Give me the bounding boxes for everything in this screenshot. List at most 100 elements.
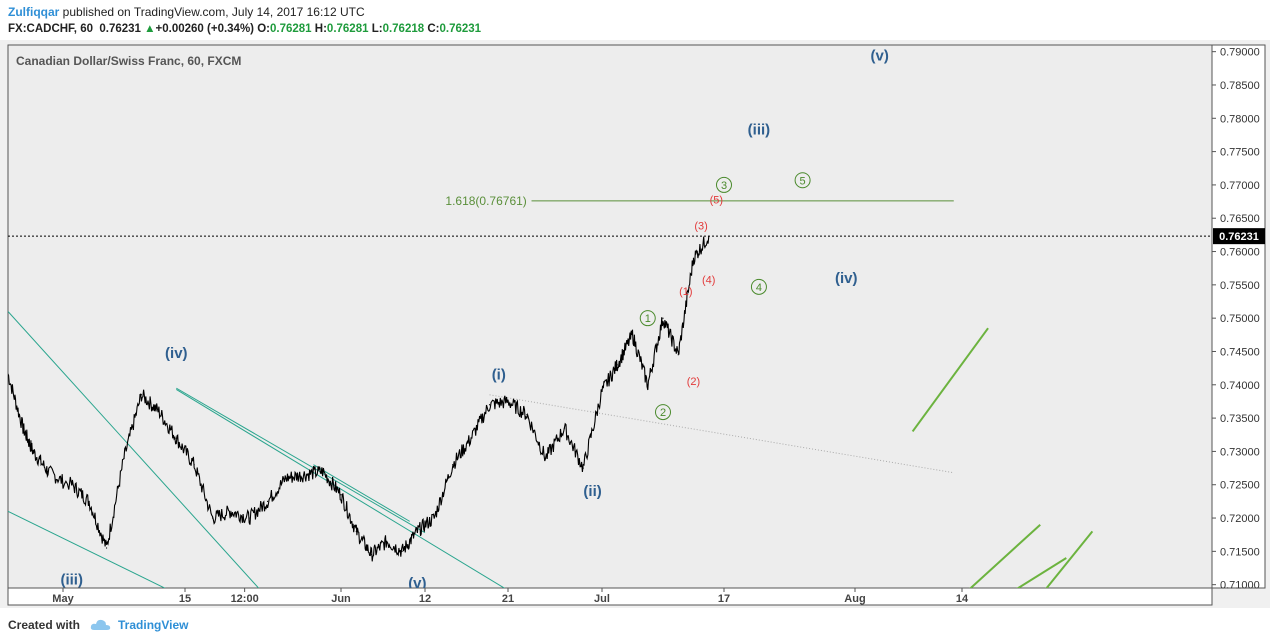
x-tick-label: Jul	[594, 593, 610, 605]
open-label: O:	[257, 23, 270, 35]
wave-circle-green	[794, 172, 811, 189]
data-point	[708, 235, 710, 237]
y-tick-label: 0.76000	[1220, 247, 1260, 259]
trend-line	[8, 311, 260, 588]
data-point	[47, 470, 49, 473]
wave-circle-green	[639, 310, 656, 327]
data-point	[248, 517, 250, 519]
trend-line	[313, 464, 410, 522]
data-point	[355, 530, 357, 532]
data-point	[631, 334, 634, 336]
high-value: 0.76281	[326, 23, 369, 35]
wave-circle-green	[716, 176, 732, 193]
data-point	[526, 414, 528, 416]
wave-label-green: 3	[721, 180, 727, 192]
projection-channel-line	[1045, 530, 1094, 588]
chart-title: Canadian Dollar/Swiss Franc, 60, FXCM	[16, 54, 241, 68]
y-tick-label: 0.71500	[1220, 546, 1260, 558]
wave-label-red: (5)	[710, 195, 723, 207]
wave-label-blue: (v)	[871, 47, 889, 64]
wave-label-blue: (iii)	[748, 121, 771, 138]
wave-label-green: 4	[756, 282, 762, 294]
y-tick-label: 0.72000	[1220, 513, 1260, 525]
data-point	[211, 517, 214, 519]
projection-channel-line	[1016, 557, 1067, 588]
chart-header: Zulfiqqar published on TradingView.com, …	[8, 4, 481, 38]
data-point	[193, 464, 195, 466]
data-point	[433, 517, 435, 519]
data-point	[71, 484, 73, 486]
y-tick-label: 0.79000	[1220, 47, 1260, 59]
price-chart[interactable]: Canadian Dollar/Swiss Franc, 60, FXCM 0.7…	[0, 40, 1270, 608]
tradingview-cloud-icon	[90, 619, 111, 630]
x-tick-label: May	[52, 593, 74, 605]
data-point	[140, 394, 143, 396]
plot-layer: 1.618(0.76761) (iv) (iii) (v) (i) (ii) (iii) (i…	[8, 47, 1212, 589]
data-point	[582, 467, 584, 469]
change-arrow-icon: ▲	[144, 23, 156, 35]
x-tick-label: Jun	[331, 593, 351, 605]
open-value: 0.76281	[270, 23, 312, 35]
close-value: 0.76231	[439, 23, 482, 35]
wave-circle-green	[750, 278, 767, 295]
data-point	[230, 510, 232, 512]
last-price-tag-label: 0.76231	[1219, 231, 1259, 243]
y-tick-label: 0.78500	[1220, 80, 1260, 92]
tradingview-brand-link[interactable]: TradingView	[118, 618, 189, 632]
data-point	[88, 500, 90, 502]
y-tick-label: 0.72500	[1220, 480, 1260, 492]
symbol-label: FX:CADCHF, 60	[8, 23, 93, 35]
y-tick-label: 0.77500	[1220, 147, 1260, 159]
wave-label-blue: (ii)	[583, 483, 601, 500]
data-point	[601, 390, 603, 393]
wave-label-red: (2)	[687, 376, 700, 388]
trend-line	[8, 510, 166, 588]
data-point	[322, 470, 324, 473]
trend-line	[176, 389, 506, 588]
data-point	[662, 317, 664, 319]
data-point	[452, 464, 454, 466]
close-label: C:	[427, 23, 440, 35]
wave-label-blue: (iv)	[165, 345, 188, 362]
wave-label-blue: (iv)	[835, 270, 858, 287]
low-value: 0.76218	[382, 23, 425, 35]
data-point	[370, 554, 373, 556]
y-tick-label: 0.74000	[1220, 380, 1260, 392]
data-point	[692, 257, 695, 259]
data-point	[677, 354, 679, 356]
time-axis	[7, 587, 1213, 606]
wave-label-green: 2	[660, 407, 666, 419]
price-series-line	[8, 236, 710, 562]
y-tick-label: 0.76500	[1220, 213, 1260, 225]
x-tick-label: 17	[718, 593, 730, 605]
low-label: L:	[371, 23, 383, 35]
y-tick-label: 0.77000	[1220, 180, 1260, 192]
data-point	[401, 550, 403, 552]
wave-label-blue: (iii)	[60, 572, 83, 589]
x-tick-label: 12:00	[231, 593, 259, 605]
created-with-text: Created with	[8, 618, 81, 632]
x-tick-label: 21	[502, 593, 514, 605]
data-point	[32, 450, 34, 453]
y-tick-label: 0.73500	[1220, 413, 1260, 425]
price-axis	[1211, 44, 1266, 589]
x-tick-label: 12	[419, 593, 431, 605]
wave-label-green: 5	[800, 175, 806, 187]
x-tick-label: 14	[956, 593, 969, 605]
data-point	[22, 427, 24, 429]
fib-level-label: 1.618(0.76761)	[445, 194, 526, 208]
author-link[interactable]: Zulfiqqar	[8, 5, 60, 19]
wave-label-blue: (i)	[492, 366, 506, 383]
wave-label-green: 1	[645, 313, 651, 325]
data-point	[488, 404, 491, 406]
data-point	[545, 457, 547, 459]
data-point	[158, 410, 160, 413]
data-point	[416, 530, 418, 532]
chart-area[interactable]: Canadian Dollar/Swiss Franc, 60, FXCM 0.7…	[0, 40, 1270, 608]
data-point	[285, 477, 287, 479]
y-tick-label: 0.74500	[1220, 346, 1260, 358]
published-text: published on TradingView.com, July 14, 2…	[62, 5, 365, 19]
ohlc-row: FX:CADCHF, 60 0.76231 ▲+0.00260 (+0.34%)…	[8, 21, 481, 38]
data-point	[303, 474, 305, 476]
change-value: +0.00260 (+0.34%)	[155, 23, 255, 35]
